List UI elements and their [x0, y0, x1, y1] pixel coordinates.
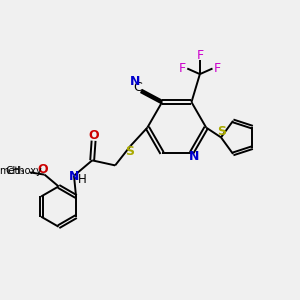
- Text: S: S: [125, 145, 134, 158]
- Text: N: N: [130, 75, 140, 88]
- Text: O: O: [37, 163, 48, 176]
- Text: H: H: [78, 173, 87, 187]
- Text: N: N: [188, 150, 199, 163]
- Text: F: F: [214, 62, 221, 75]
- Text: N: N: [69, 170, 79, 183]
- Text: F: F: [196, 49, 203, 62]
- Text: S: S: [217, 125, 226, 138]
- Text: F: F: [179, 62, 186, 75]
- Text: O: O: [89, 129, 100, 142]
- Text: C: C: [133, 80, 142, 94]
- Text: methoxy: methoxy: [0, 166, 42, 176]
- Text: CH₃: CH₃: [6, 166, 25, 176]
